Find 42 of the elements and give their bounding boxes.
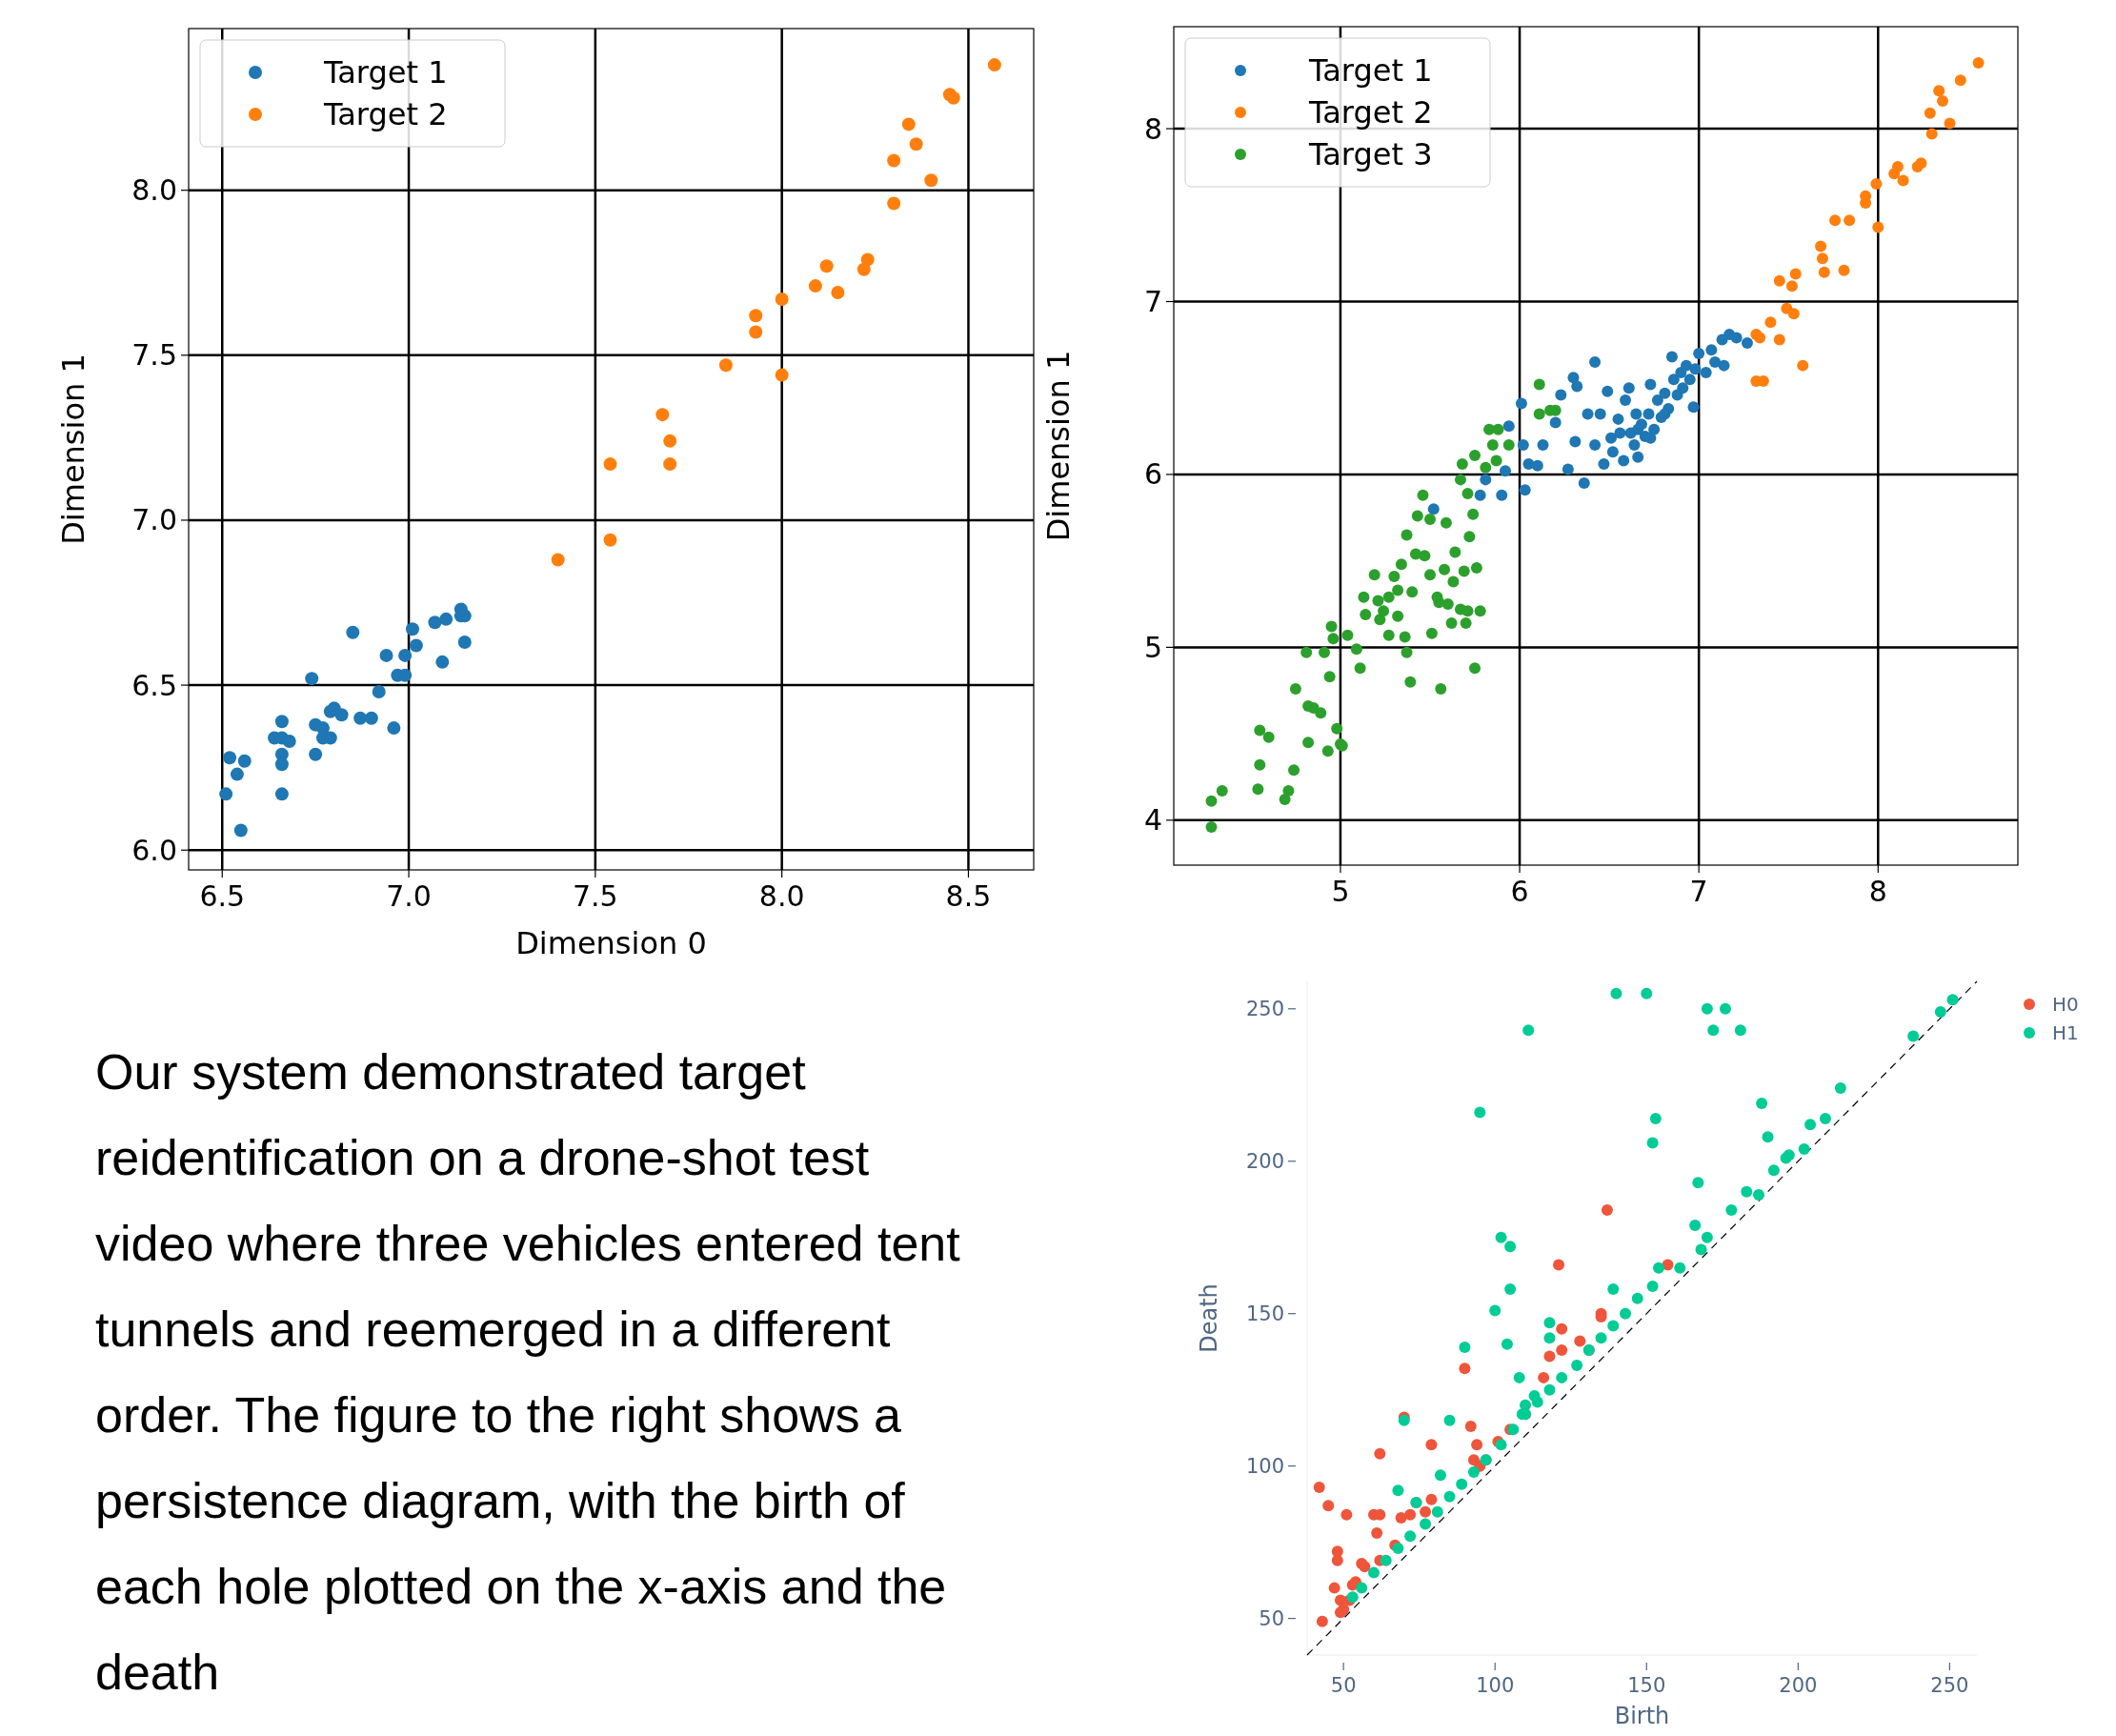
legend-label: Target 1 [323,54,448,91]
y-tick-label: 6.5 [131,668,177,702]
text: Our system demonstrated target reidentification on a drone-shot test video where three vehicles entered tent tunnels and reemerged in a different order. The figure to the right shows a persistence diagram, with the birth of each hole plotted on the x-axis and the death [95,1044,961,1700]
y-tick-label: 7.5 [131,338,177,373]
legend-label: Target 2 [323,96,448,133]
x-tick-label: 200 [1779,1673,1818,1697]
y-tick-label: 7.0 [131,503,177,537]
y-axis-title: Dimension 1 [1040,350,1077,542]
x-tick-label: 7 [1689,875,1708,908]
x-tick-label: 100 [1476,1673,1515,1697]
y-tick-label: 8.0 [131,173,177,208]
y-tick-label: 200 [1245,1150,1284,1174]
legend-label: H0 [2052,993,2079,1016]
y-tick-label: 5 [1143,630,1162,664]
legend-label: Target 2 [1308,94,1433,131]
x-tick-label: 150 [1627,1673,1666,1697]
y-axis-title: Death [1196,1283,1222,1353]
x-tick-label: 7.5 [573,879,618,913]
y-axis-title: Dimension 1 [55,353,91,545]
y-tick-label: 8 [1143,111,1162,146]
y-tick-label: 6 [1143,457,1162,492]
y-tick-label: 100 [1245,1455,1284,1479]
y-tick-label: 4 [1143,803,1162,838]
x-tick-label: 5 [1331,875,1350,908]
x-tick-label: 50 [1330,1673,1357,1697]
legend-label: Target 1 [1308,52,1433,90]
x-tick-label: 8 [1868,875,1887,908]
x-tick-label: 8.0 [758,879,805,913]
x-tick-label: 6.5 [199,879,246,913]
y-tick-label: 150 [1245,1302,1284,1326]
legend-label: H1 [2052,1021,2079,1044]
x-tick-label: 8.5 [945,879,992,913]
x-axis-title: Dimension 0 [515,925,707,961]
y-tick-label: 7 [1143,284,1162,318]
x-tick-label: 7.0 [386,879,432,913]
y-tick-label: 50 [1259,1606,1284,1630]
y-tick-label: 250 [1245,998,1284,1021]
x-axis-title: Birth [1614,1703,1670,1729]
x-tick-label: 6 [1510,875,1529,908]
y-tick-label: 6.0 [131,833,177,867]
legend-label: Target 3 [1308,136,1433,173]
x-tick-label: 250 [1930,1673,1969,1697]
